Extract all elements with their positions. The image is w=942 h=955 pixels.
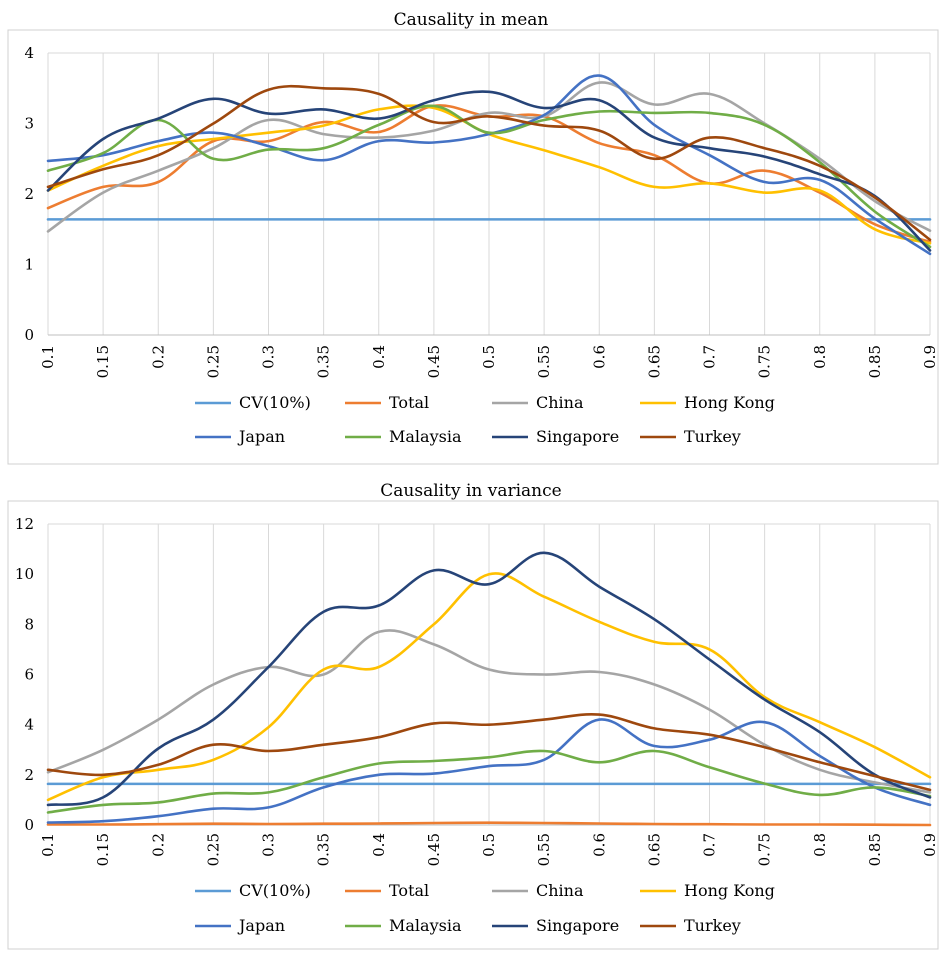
- x-tick-label: 0.15: [94, 833, 112, 866]
- series-line-japan: [46, 718, 932, 824]
- chart-title: Causality in variance: [380, 481, 561, 501]
- chart-mean: Causality in mean 0 1 2 3 4 0.1 0.15 0.2 0.25 0.3 0…: [7, 10, 939, 465]
- y-tick-label: 1: [24, 256, 34, 274]
- series-line-japan: [46, 74, 932, 256]
- x-tick-label: 0.4: [370, 345, 388, 369]
- x-tick-label: 0.2: [149, 345, 167, 369]
- legend-entry: Singapore: [536, 427, 619, 446]
- x-tick-label: 0.6: [590, 833, 608, 857]
- series-line-turkey: [46, 713, 932, 792]
- series-line-singapore: [46, 551, 932, 807]
- series-line-total: [46, 821, 932, 827]
- y-tick-label: 2: [24, 766, 34, 784]
- legend-entry: CV(10%): [239, 881, 311, 900]
- x-tick-label: 0.85: [866, 833, 884, 866]
- chart-panel-mean: Causality in mean 0 1 2 3 4 0.1 0.15 0.2 0.25 0.3 0…: [0, 0, 942, 470]
- x-tick-label: 0.8: [811, 345, 829, 369]
- x-tick-label: 0.55: [535, 833, 553, 866]
- y-tick-label: 6: [24, 666, 34, 684]
- x-tick-label: 0.85: [866, 345, 884, 378]
- legend-entry: Turkey: [684, 427, 741, 446]
- x-tick-label: 0.25: [204, 833, 222, 866]
- chart-variance: Causality in variance 0 2 4 6 8 10 12 0.1 0.15 0.2…: [7, 481, 939, 950]
- series-line-singapore: [46, 90, 932, 252]
- x-tick-label: 0.65: [645, 345, 663, 378]
- x-tick-label: 0.75: [756, 833, 774, 866]
- x-tick-label: 0.35: [315, 345, 333, 378]
- y-tick-label: 4: [24, 44, 34, 62]
- x-tick-label: 0.25: [204, 345, 222, 378]
- x-tick-label: 0.45: [425, 833, 443, 866]
- chart-title: Causality in mean: [394, 10, 549, 30]
- x-tick-label: 0.3: [260, 345, 278, 369]
- x-tick-label: 0.65: [645, 833, 663, 866]
- legend-entry: China: [536, 881, 584, 900]
- legend-entry: Malaysia: [389, 916, 462, 935]
- x-tick-label: 0.7: [701, 345, 719, 369]
- legend-entry: Japan: [237, 916, 285, 935]
- x-tick-label: 0.9: [921, 345, 939, 369]
- chart-frame: [7, 29, 939, 465]
- x-tick-label: 0.2: [149, 833, 167, 857]
- legend-entry: Hong Kong: [684, 393, 775, 412]
- x-tick-label: 0.55: [535, 345, 553, 378]
- y-tick-label: 12: [15, 515, 34, 533]
- series-line-malaysia: [46, 104, 932, 249]
- x-tick-label: 0.5: [480, 833, 498, 857]
- chart-frame: [7, 500, 939, 950]
- x-tick-label: 0.9: [921, 833, 939, 857]
- x-tick-label: 0.75: [756, 345, 774, 378]
- legend-entry: Hong Kong: [684, 881, 775, 900]
- y-tick-label: 10: [15, 565, 34, 583]
- y-tick-label: 0: [24, 816, 34, 834]
- legend-entry: Total: [389, 881, 429, 900]
- x-tick-label: 0.35: [315, 833, 333, 866]
- x-tick-label: 0.4: [370, 833, 388, 857]
- y-tick-label: 0: [24, 326, 34, 344]
- legend-entry: China: [536, 393, 584, 412]
- series-line-turkey: [46, 84, 932, 242]
- legend-entry: Total: [389, 393, 429, 412]
- x-tick-label: 0.7: [701, 833, 719, 857]
- series-line-hong-kong: [46, 572, 932, 802]
- y-tick-label: 4: [24, 716, 34, 734]
- x-tick-label: 0.15: [94, 345, 112, 378]
- legend-entry: CV(10%): [239, 393, 311, 412]
- x-tick-label: 0.6: [590, 345, 608, 369]
- x-tick-label: 0.3: [260, 833, 278, 857]
- x-tick-label: 0.8: [811, 833, 829, 857]
- x-tick-label: 0.1: [39, 833, 57, 857]
- x-tick-label: 0.1: [39, 345, 57, 369]
- series-line-malaysia: [46, 749, 932, 814]
- x-tick-label: 0.5: [480, 345, 498, 369]
- legend-entry: Turkey: [684, 916, 741, 935]
- chart-panel-variance: Causality in variance 0 2 4 6 8 10 12 0.1 0.15 0.2…: [0, 478, 942, 955]
- legend-entry: Japan: [237, 427, 285, 446]
- y-tick-label: 2: [24, 185, 34, 203]
- y-tick-label: 8: [24, 615, 34, 633]
- legend-entry: Singapore: [536, 916, 619, 935]
- y-tick-label: 3: [24, 115, 34, 133]
- legend-entry: Malaysia: [389, 427, 462, 446]
- x-tick-label: 0.45: [425, 345, 443, 378]
